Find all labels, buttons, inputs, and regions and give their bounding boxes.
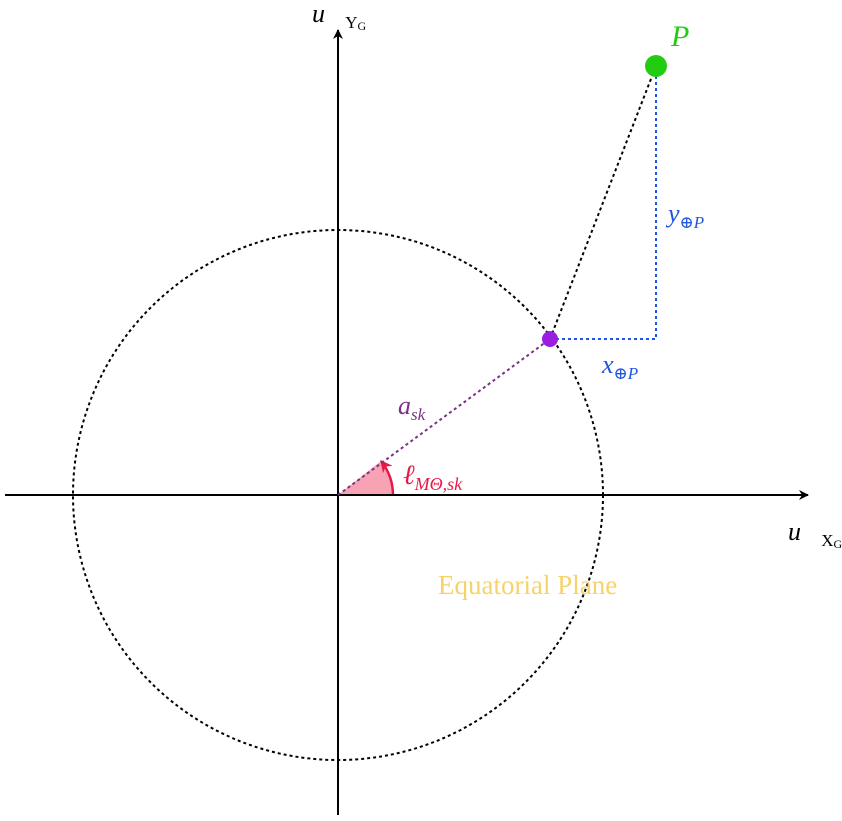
radius-label: ask <box>398 391 426 424</box>
radius-line <box>337 338 551 496</box>
component-lines <box>550 66 657 340</box>
point-label: P <box>670 20 689 53</box>
x-axis-label: u⃗XG <box>788 517 842 551</box>
y-component-label: y⊕P <box>665 199 704 232</box>
point-p <box>645 55 667 77</box>
y-axis-label: u⃗YG <box>312 0 367 33</box>
angle-label: ℓMΘ,sk <box>403 460 463 494</box>
plane-label: Equatorial Plane <box>438 570 617 600</box>
position-line <box>549 65 657 340</box>
angle-wedge <box>338 461 393 495</box>
sub-point <box>542 331 558 347</box>
x-component-label: x⊕P <box>601 350 638 383</box>
